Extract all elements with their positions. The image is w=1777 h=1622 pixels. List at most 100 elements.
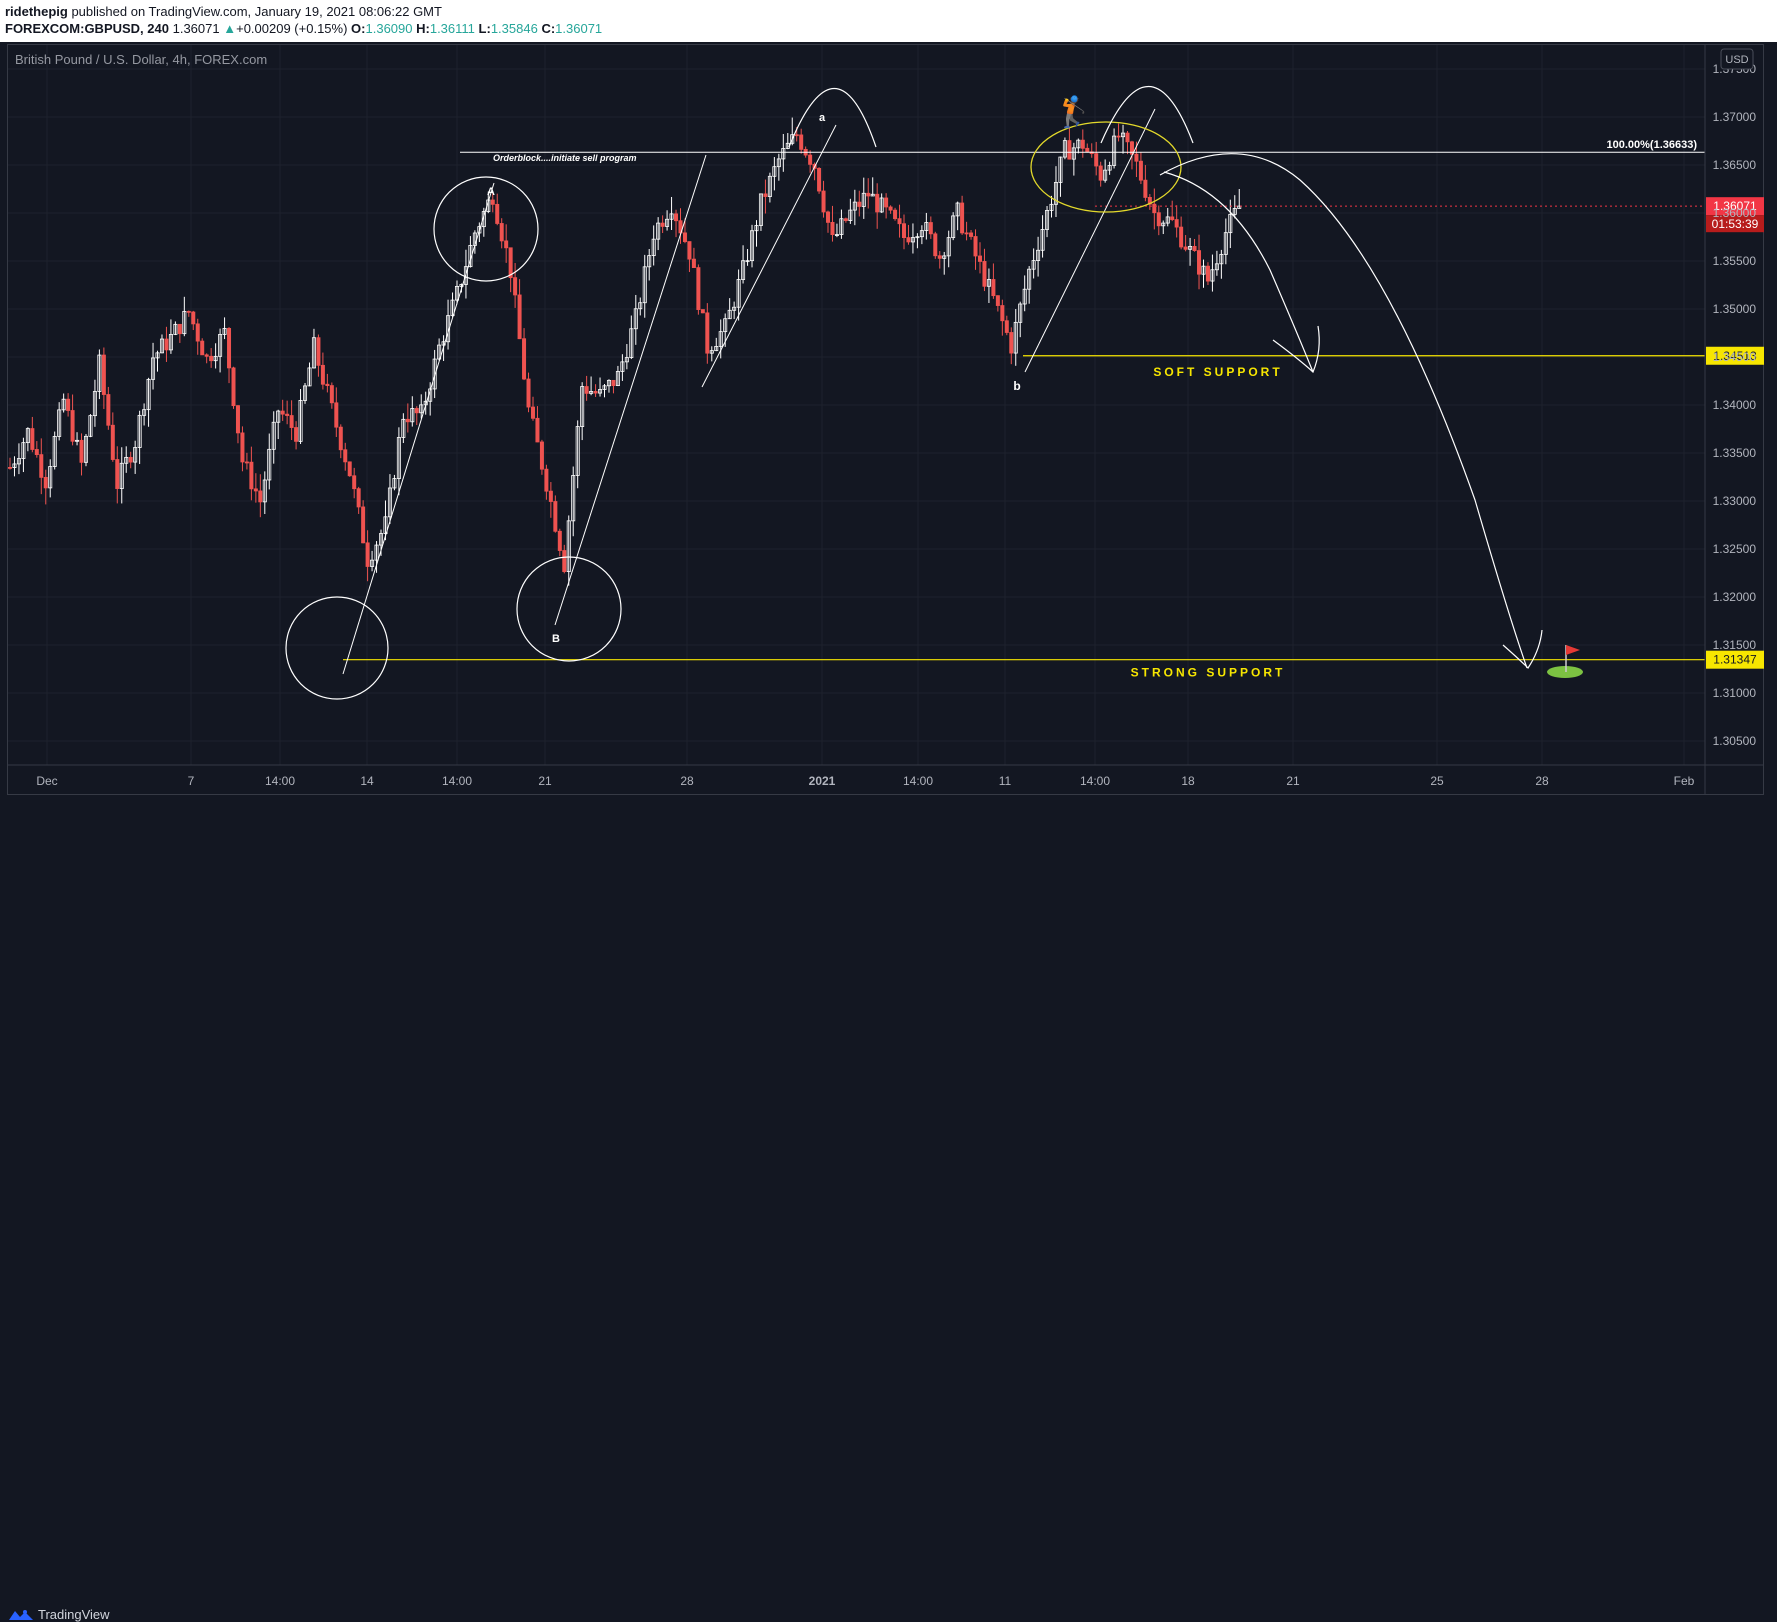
trend-line-3 [701, 124, 837, 388]
candle-body [696, 267, 701, 310]
candle-body [548, 490, 553, 502]
candle-body [383, 516, 388, 534]
candle-body [1165, 216, 1170, 224]
arc-soft-tail [1272, 325, 1320, 374]
candle-body [1232, 208, 1237, 215]
candle-body [620, 361, 625, 372]
candle-body [209, 355, 214, 362]
symbol-label: FOREXCOM:GBPUSD, 240 [5, 21, 169, 36]
candle-body [222, 328, 227, 335]
candle-body [235, 405, 240, 434]
candle-body [767, 175, 772, 197]
candles [7, 117, 1242, 586]
label-b: b [1013, 379, 1020, 393]
candle-body [629, 328, 634, 359]
candle-body [651, 238, 656, 257]
candle-body [535, 417, 540, 443]
candle-body [30, 428, 35, 450]
price-chart[interactable]: 100.00%(1.36633) SOFT SUPPORT STRONG SUPPO… [0, 0, 1777, 832]
candle-body [839, 218, 844, 235]
candle-body [589, 391, 594, 394]
candle-body [1009, 332, 1014, 354]
candle-body [553, 501, 558, 532]
candle-body [843, 218, 848, 221]
candle-body [995, 295, 1000, 306]
candle-body [432, 358, 437, 390]
candle-body [280, 410, 285, 415]
candle-body [1036, 249, 1041, 261]
currency-badge-box[interactable] [1720, 48, 1754, 70]
currency-badge[interactable]: USD [1725, 54, 1748, 66]
candle-body [571, 475, 576, 522]
candle-body [34, 449, 39, 456]
candle-body [732, 306, 737, 311]
price-tick-label: 1.31500 [1713, 638, 1757, 652]
chart-grid [8, 45, 1705, 765]
candle-body [870, 193, 875, 197]
candle-body [656, 222, 661, 240]
time-tick-label: 21 [1286, 774, 1300, 788]
candle-body [919, 230, 924, 238]
publish-header: ridethepig published on TradingView.com,… [0, 0, 1777, 42]
candle-body [960, 202, 965, 234]
candle-body [1219, 253, 1224, 265]
candle-body [200, 340, 205, 356]
candle-body [52, 436, 57, 467]
candle-body [57, 409, 62, 437]
candle-body [329, 385, 334, 404]
candle-body [758, 193, 763, 226]
candle-body [557, 530, 562, 551]
candle-body [128, 456, 133, 463]
candle-body [12, 463, 17, 469]
candle-body [1067, 140, 1072, 160]
candle-body [1125, 132, 1130, 143]
ellipse-top [1030, 121, 1182, 213]
candle-body [714, 346, 719, 352]
candle-body [638, 302, 643, 310]
candle-body [866, 192, 871, 197]
candle-body [665, 218, 670, 227]
candle-body [441, 341, 446, 346]
candle-body [119, 462, 124, 489]
candle-body [262, 479, 267, 503]
candle-body [106, 394, 111, 426]
price-tick-label: 1.36500 [1713, 158, 1757, 172]
candle-body [231, 367, 236, 407]
time-tick-label: 11 [999, 774, 1012, 788]
candle-body [414, 408, 419, 414]
candle-body [660, 222, 665, 227]
candle-body [1116, 135, 1121, 138]
candle-body [951, 215, 956, 239]
candle-body [1058, 156, 1063, 183]
candle-body [593, 391, 598, 394]
candle-body [964, 232, 969, 235]
candle-body [110, 424, 115, 460]
candle-body [539, 441, 544, 470]
candle-body [1112, 135, 1117, 166]
candle-body [499, 223, 504, 242]
candle-body [463, 266, 468, 285]
candle-body [213, 355, 218, 362]
candle-body [218, 334, 223, 357]
candle-body [374, 544, 379, 561]
price-tick-label: 1.32000 [1713, 590, 1757, 604]
candle-body [338, 426, 343, 451]
tradingview-logo[interactable]: TradingView [8, 1607, 110, 1622]
time-tick-label: 14 [360, 774, 374, 788]
candle-body [1018, 303, 1023, 323]
candle-body [937, 255, 942, 259]
candle-body [365, 542, 370, 567]
circle-A [433, 176, 539, 282]
chart-frame[interactable] [7, 44, 1764, 795]
candle-body [124, 456, 129, 464]
low-label: L: [478, 21, 491, 36]
candle-body [1085, 147, 1090, 153]
label-B: B [552, 633, 560, 645]
candle-body [852, 201, 857, 211]
author-name[interactable]: ridethepig [5, 4, 68, 19]
candle-body [1040, 229, 1045, 251]
candle-body [848, 209, 853, 221]
candle-body [1205, 265, 1210, 282]
candle-body [969, 232, 974, 237]
footer: TradingView [0, 800, 1777, 1622]
